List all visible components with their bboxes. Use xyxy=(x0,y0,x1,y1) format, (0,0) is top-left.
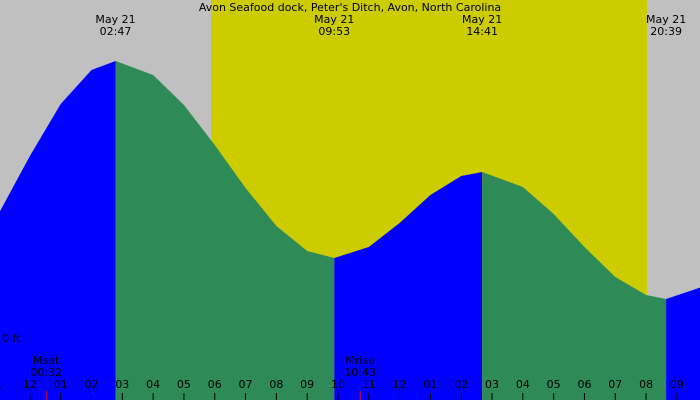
x-tick-label: 08 xyxy=(639,378,653,391)
falling-tide xyxy=(482,172,667,400)
x-tick-label: 04 xyxy=(516,378,530,391)
x-tick-label: 09 xyxy=(670,378,684,391)
extreme-time: 09:53 xyxy=(318,25,350,38)
extreme-date: May 21 xyxy=(314,13,354,26)
extreme-time: 14:41 xyxy=(466,25,498,38)
x-tick-label: 05 xyxy=(547,378,561,391)
extreme-time: 20:39 xyxy=(650,25,682,38)
x-tick-label: 07 xyxy=(608,378,622,391)
x-tick-label: 12 xyxy=(393,378,407,391)
rising-tide xyxy=(666,287,700,400)
falling-tide xyxy=(115,61,335,400)
extreme-date: May 21 xyxy=(462,13,502,26)
extreme-date: May 21 xyxy=(646,13,686,26)
x-tick-label: 06 xyxy=(208,378,222,391)
x-tick-label: 03 xyxy=(485,378,499,391)
moon-event-label: Mset xyxy=(33,354,60,367)
moon-event-time: 10:43 xyxy=(344,366,376,379)
x-tick-label: 01 xyxy=(54,378,68,391)
x-tick-label: 06 xyxy=(577,378,591,391)
x-tick-label: 01 xyxy=(423,378,437,391)
x-tick-label: 03 xyxy=(115,378,129,391)
x-tick-label: 08 xyxy=(269,378,283,391)
x-tick-label: 02 xyxy=(454,378,468,391)
x-tick-label: 1 xyxy=(0,378,3,391)
rising-tide xyxy=(334,172,483,400)
x-tick-label: 11 xyxy=(362,378,376,391)
y-tick-label: 0 ft xyxy=(2,332,21,345)
x-tick-label: 04 xyxy=(146,378,160,391)
x-tick-label: 02 xyxy=(85,378,99,391)
rising-tide xyxy=(0,61,116,400)
x-tick-label: 10 xyxy=(331,378,345,391)
x-tick-label: 07 xyxy=(239,378,253,391)
x-tick-label: 12 xyxy=(23,378,37,391)
extreme-date: May 21 xyxy=(95,13,135,26)
chart-title: Avon Seafood dock, Peter's Ditch, Avon, … xyxy=(199,1,501,14)
x-tick-label: 05 xyxy=(177,378,191,391)
moon-event-label: Mrise xyxy=(345,354,375,367)
moon-event-time: 00:32 xyxy=(30,366,62,379)
extreme-time: 02:47 xyxy=(100,25,132,38)
x-tick-label: 09 xyxy=(300,378,314,391)
